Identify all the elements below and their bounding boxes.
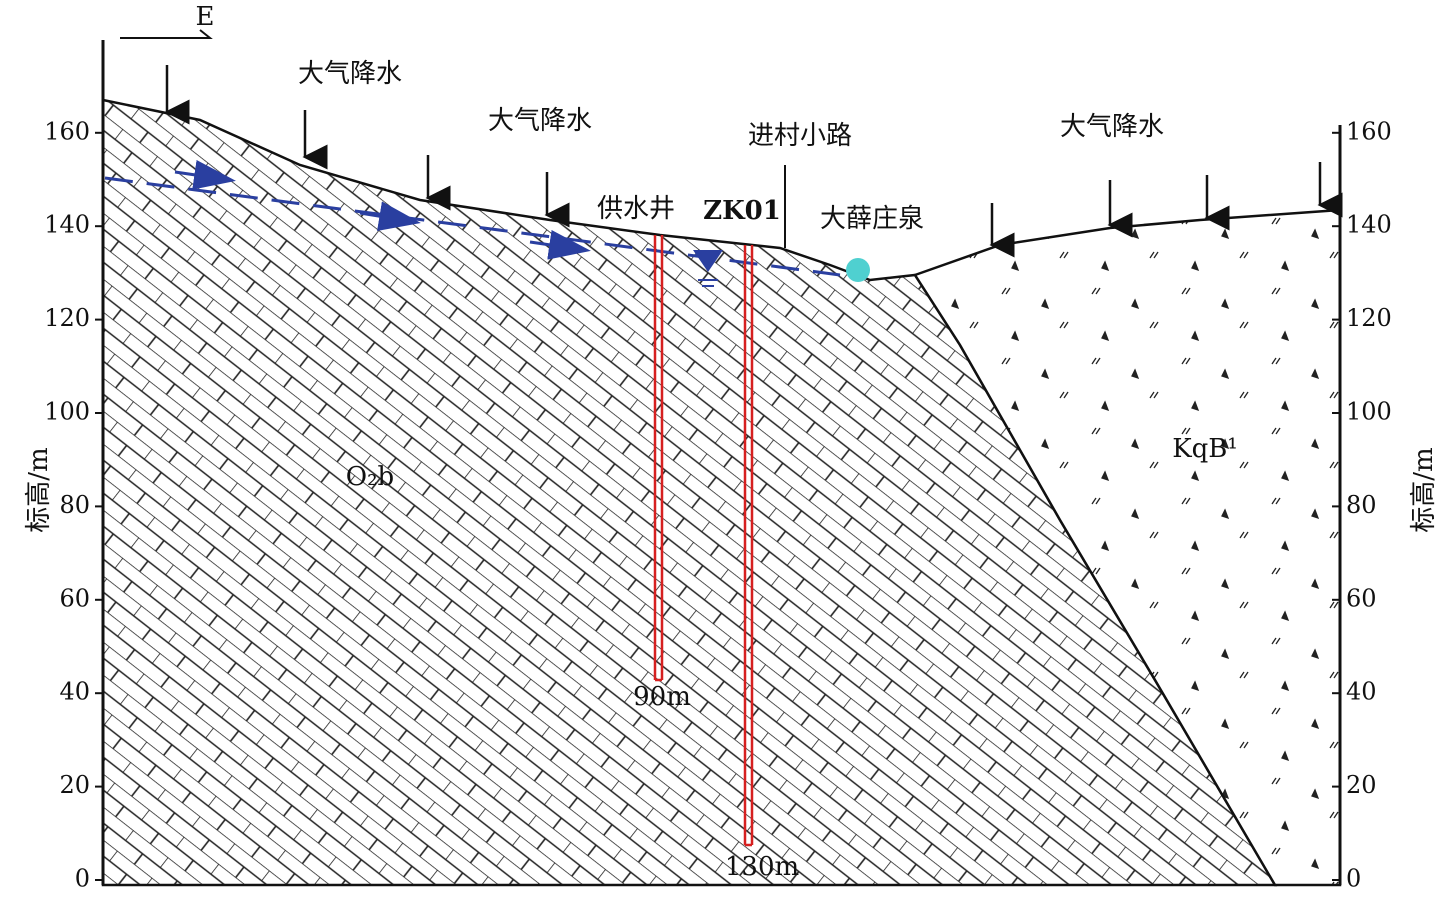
borehole-label: ZK01 [703,196,781,226]
depth-label: 130m [725,852,799,882]
tick-label: 80 [59,491,90,519]
tick-label: 120 [1346,304,1392,332]
wells [653,235,754,847]
precipitation-label: 大气降水 [1060,112,1164,142]
tick-label: 140 [1346,211,1392,239]
formation-label: KqB¹ [1172,434,1238,464]
left-axis-label: 标高/m [24,447,54,532]
water-table [104,159,841,277]
tick-label: 160 [44,117,90,145]
tick-label: 100 [1346,398,1392,426]
tick-label: 60 [1346,584,1377,612]
tick-label: 100 [44,398,90,426]
precipitation-arrows [164,65,1343,258]
tick-label: 40 [59,678,90,706]
tick-label: 20 [59,771,90,799]
precipitation-label: 大气降水 [488,106,592,136]
direction-label: E [196,2,215,32]
depth-label: 90m [633,682,691,712]
tick-label: 140 [44,211,90,239]
tick-label: 0 [1346,865,1361,893]
formation-label: O₂b [346,462,394,492]
tick-label: 160 [1346,117,1392,145]
spring-symbol [846,258,870,282]
tick-label: 80 [1346,491,1377,519]
direction-line [120,29,213,39]
tick-label: 20 [1346,771,1377,799]
tick-label: 40 [1346,678,1377,706]
right-axis-label: 标高/m [1409,447,1439,532]
tick-label: 60 [59,584,90,612]
water-level-mark [698,279,718,287]
geology [101,98,1342,887]
spring-label: 大薛庄泉 [820,204,924,234]
precipitation-label: 大气降水 [298,59,402,89]
tick-label: 0 [75,865,90,893]
water-level-symbol [693,250,723,272]
well-label: 供水井 [597,194,675,224]
road-label: 进村小路 [748,121,852,151]
tick-label: 120 [44,304,90,332]
